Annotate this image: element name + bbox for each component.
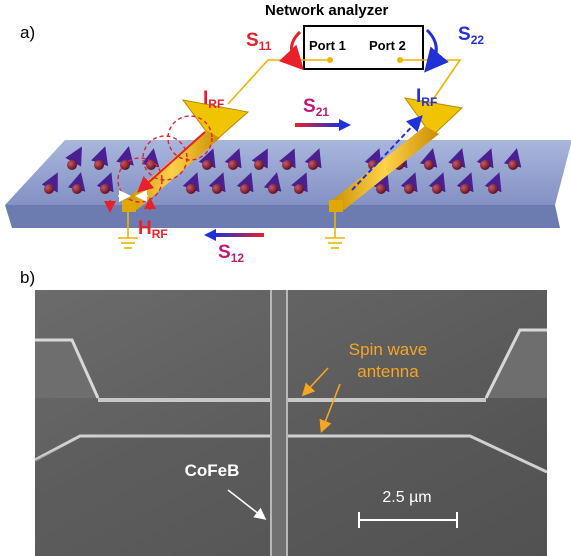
s11-label: S11 [246, 30, 272, 53]
irf-left-label: IRF [203, 88, 224, 111]
s12-arrow-head [204, 229, 216, 241]
antenna-label-line1: Spin wave [349, 340, 427, 359]
right-antenna-end [329, 200, 343, 212]
magnetic-slab [5, 140, 571, 205]
right-cable [400, 59, 462, 105]
s22-label: S22 [458, 24, 484, 47]
right-antenna-strip [330, 126, 439, 210]
left-cable [227, 59, 330, 105]
sem-right-edge-upper [484, 328, 547, 399]
cofeb-strip [270, 290, 288, 556]
slab-front-face [5, 205, 560, 228]
antenna-pointer-1 [301, 367, 329, 397]
left-current-arrow [137, 131, 206, 193]
left-antenna-pad [181, 99, 250, 143]
irf-right-label: IRF [416, 86, 437, 109]
cofeb-pointer [227, 489, 267, 520]
s22-arrow [424, 28, 449, 73]
antenna-label-line2: antenna [357, 362, 419, 381]
sem-left-edge-upper [35, 338, 100, 399]
cofeb-label: CoFeB [185, 461, 240, 480]
right-current-arrow [351, 115, 423, 191]
sem-right-pad-upper [486, 330, 547, 398]
s21-arrow-shaft [295, 123, 339, 127]
hrf-label: HRF [138, 218, 168, 241]
panel-a-label: a) [20, 23, 35, 42]
spin-array [41, 146, 522, 194]
port1-label: Port 1 [309, 38, 346, 53]
ground-left [118, 212, 138, 249]
left-antenna-end [122, 200, 136, 212]
antenna-pointer-2 [319, 383, 341, 433]
panel-b-label: b) [20, 268, 35, 287]
sem-left-pad-upper [35, 340, 98, 398]
s12-label: S12 [218, 242, 244, 265]
network-analyzer-title: Network analyzer [265, 2, 389, 19]
rf-field-circles [117, 115, 213, 203]
ground-right [325, 212, 345, 249]
s11-arrow [278, 30, 305, 71]
sem-lower-region [35, 438, 547, 556]
s12-arrow-shaft [216, 233, 264, 237]
s21-label: S21 [303, 96, 329, 119]
antenna-1 [98, 398, 486, 402]
port2-label: Port 2 [369, 38, 406, 53]
sem-image [35, 290, 547, 556]
scale-bar-label: 2.5 µm [382, 489, 431, 506]
s21-arrow-head [339, 119, 351, 131]
